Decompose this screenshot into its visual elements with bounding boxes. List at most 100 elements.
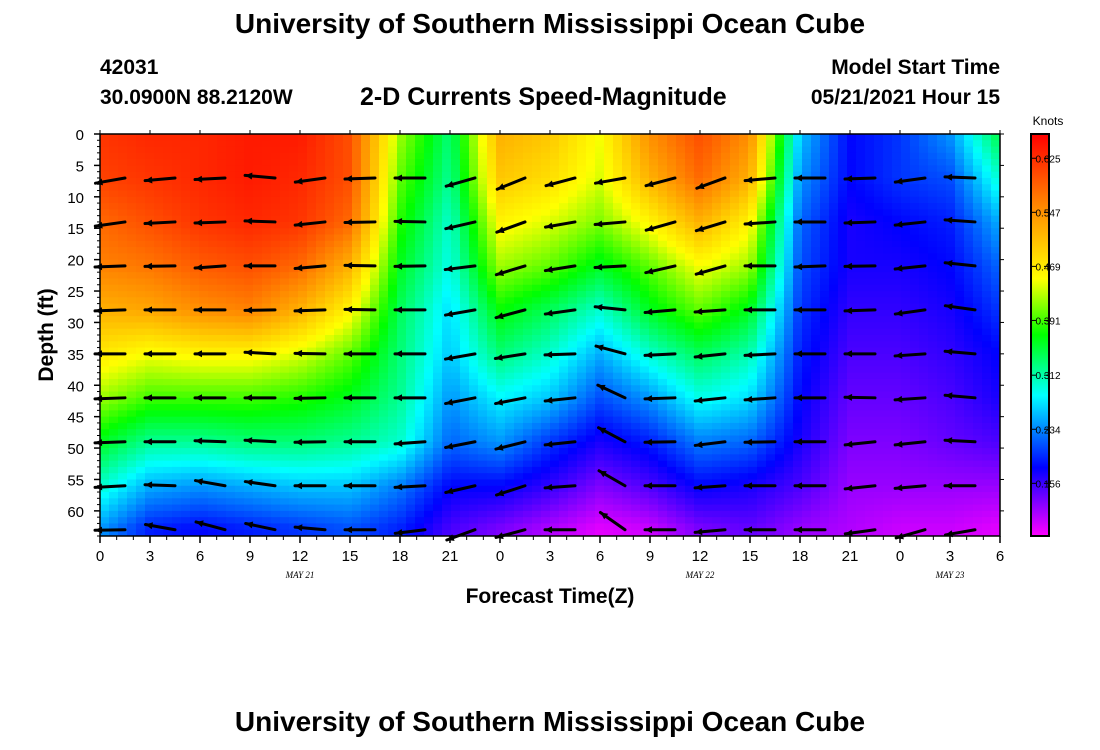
- heatmap-cell: [460, 190, 470, 198]
- heatmap-cell: [559, 134, 569, 141]
- heatmap-cell: [172, 353, 182, 361]
- heatmap-cell: [865, 303, 875, 311]
- heatmap-cell: [910, 316, 920, 324]
- model-start-label: Model Start Time: [831, 56, 1000, 79]
- heatmap-cell: [649, 378, 659, 386]
- heatmap-cell: [199, 134, 209, 141]
- heatmap-cell: [325, 416, 335, 424]
- heatmap-cell: [487, 215, 497, 223]
- heatmap-cell: [964, 196, 974, 204]
- heatmap-cell: [676, 165, 686, 173]
- heatmap-cell: [838, 240, 848, 248]
- heatmap-cell: [838, 196, 848, 204]
- heatmap-cell: [334, 221, 344, 229]
- heatmap-cell: [865, 221, 875, 229]
- heatmap-cell: [595, 366, 605, 374]
- heatmap-cell: [190, 341, 200, 349]
- heatmap-cell: [865, 272, 875, 280]
- heatmap-cell: [982, 247, 992, 254]
- heatmap-cell: [595, 322, 605, 330]
- heatmap-cell: [289, 397, 299, 405]
- heatmap-cell: [415, 171, 425, 179]
- heatmap-cell: [181, 284, 191, 292]
- heatmap-cell: [559, 171, 569, 179]
- heatmap-cell: [874, 441, 884, 449]
- heatmap-cell: [235, 372, 245, 380]
- heatmap-cell: [802, 134, 812, 141]
- heatmap-cell: [937, 234, 947, 242]
- heatmap-cell: [784, 259, 794, 267]
- heatmap-cell: [181, 435, 191, 443]
- heatmap-cell: [973, 284, 983, 292]
- heatmap-cell: [163, 416, 173, 424]
- heatmap-cell: [298, 366, 308, 374]
- heatmap-cell: [361, 259, 371, 267]
- heatmap-cell: [784, 190, 794, 198]
- heatmap-cell: [586, 240, 596, 248]
- heatmap-cell: [433, 378, 443, 386]
- heatmap-cell: [793, 360, 803, 368]
- heatmap-cell: [667, 316, 677, 324]
- heatmap-cell: [874, 259, 884, 267]
- heatmap-cell: [937, 328, 947, 336]
- heatmap-cell: [613, 328, 623, 336]
- heatmap-cell: [928, 353, 938, 361]
- heatmap-cell: [370, 366, 380, 374]
- heatmap-cell: [829, 335, 839, 342]
- heatmap-cell: [343, 203, 353, 210]
- heatmap-cell: [478, 140, 488, 148]
- heatmap-cell: [289, 140, 299, 148]
- heatmap-cell: [991, 429, 1000, 437]
- heatmap-cell: [541, 341, 551, 349]
- heatmap-cell: [307, 297, 317, 305]
- heatmap-cell: [415, 360, 425, 368]
- heatmap-cell: [676, 322, 686, 330]
- heatmap-cell: [352, 272, 362, 280]
- heatmap-cell: [100, 416, 110, 424]
- heatmap-cell: [109, 316, 119, 324]
- heatmap-cell: [748, 378, 758, 386]
- heatmap-cell: [577, 209, 587, 217]
- heatmap-cell: [919, 316, 929, 324]
- heatmap-cell: [325, 140, 335, 148]
- heatmap-cell: [172, 297, 182, 305]
- heatmap-cell: [433, 177, 443, 185]
- heatmap-cell: [226, 159, 236, 167]
- heatmap-cell: [568, 140, 578, 148]
- heatmap-cell: [604, 416, 614, 424]
- heatmap-cell: [181, 190, 191, 198]
- heatmap-cell: [190, 190, 200, 198]
- heatmap-cell: [793, 234, 803, 242]
- heatmap-cell: [838, 372, 848, 380]
- heatmap-cell: [703, 259, 713, 267]
- heatmap-cell: [352, 309, 362, 317]
- heatmap-cell: [910, 353, 920, 361]
- heatmap-cell: [388, 134, 398, 141]
- heatmap-cell: [505, 177, 515, 185]
- heatmap-cell: [613, 322, 623, 330]
- heatmap-cell: [136, 385, 146, 393]
- heatmap-cell: [811, 291, 821, 298]
- heatmap-cell: [847, 209, 857, 217]
- heatmap-cell: [739, 278, 749, 286]
- heatmap-cell: [163, 196, 173, 204]
- heatmap-cell: [406, 291, 416, 298]
- heatmap-cell: [919, 347, 929, 355]
- heatmap-cell: [667, 247, 677, 254]
- heatmap-cell: [307, 316, 317, 324]
- heatmap-cell: [433, 265, 443, 273]
- heatmap-cell: [955, 253, 965, 261]
- heatmap-cell: [694, 347, 704, 355]
- heatmap-cell: [640, 353, 650, 361]
- heatmap-cell: [910, 303, 920, 311]
- heatmap-cell: [973, 416, 983, 424]
- heatmap-cell: [325, 360, 335, 368]
- heatmap-cell: [271, 171, 281, 179]
- heatmap-cell: [145, 152, 155, 160]
- heatmap-cell: [721, 335, 731, 342]
- heatmap-cell: [352, 303, 362, 311]
- heatmap-cell: [496, 134, 506, 141]
- heatmap-cell: [415, 316, 425, 324]
- heatmap-cell: [352, 429, 362, 437]
- heatmap-cell: [208, 177, 218, 185]
